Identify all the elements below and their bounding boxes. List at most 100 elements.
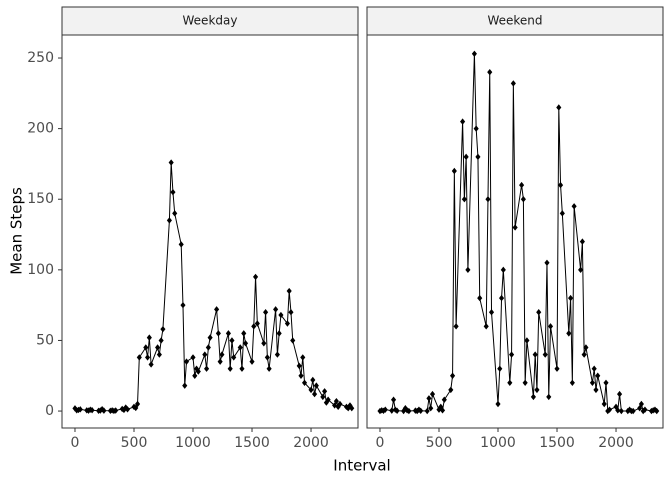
point	[557, 181, 564, 189]
point	[589, 379, 595, 387]
point	[145, 354, 151, 361]
point	[166, 217, 172, 224]
point	[349, 405, 355, 412]
y-tick-label: 150	[27, 191, 54, 207]
point	[556, 104, 562, 111]
point	[146, 334, 152, 341]
point	[219, 351, 225, 358]
point	[581, 351, 587, 358]
point	[231, 354, 237, 361]
point	[601, 400, 607, 408]
strip-label: Weekend	[487, 14, 542, 28]
point	[566, 330, 572, 337]
point	[320, 393, 326, 401]
point	[274, 351, 280, 358]
point	[453, 323, 459, 330]
point	[204, 365, 210, 372]
point	[156, 351, 162, 358]
point	[652, 406, 658, 413]
point	[310, 376, 316, 384]
point	[205, 344, 211, 351]
point	[300, 354, 306, 361]
point	[488, 309, 495, 316]
point	[579, 238, 585, 245]
point	[571, 203, 577, 210]
point	[524, 337, 530, 344]
point	[429, 390, 436, 398]
y-tick-label: 250	[27, 50, 54, 66]
point	[450, 372, 456, 379]
point	[313, 382, 319, 389]
point	[640, 407, 646, 415]
point	[497, 365, 503, 372]
point	[441, 396, 447, 403]
x-tick-label: 2000	[293, 435, 329, 451]
point	[485, 196, 491, 203]
point	[148, 361, 154, 368]
point	[77, 406, 83, 413]
point	[509, 351, 515, 358]
point	[207, 334, 213, 341]
point	[465, 266, 471, 274]
point	[168, 159, 174, 166]
point	[519, 181, 525, 189]
point	[192, 372, 198, 379]
point	[155, 344, 161, 351]
point	[638, 400, 644, 408]
point	[382, 406, 388, 413]
point	[136, 354, 142, 361]
point	[241, 330, 247, 337]
point	[229, 337, 235, 344]
point	[264, 354, 270, 361]
x-tick-label: 0	[376, 435, 385, 451]
point	[101, 407, 107, 414]
point	[568, 294, 574, 302]
point	[308, 386, 314, 394]
x-axis-title: Interval	[333, 457, 390, 475]
point	[252, 273, 259, 281]
point	[593, 386, 599, 394]
point	[214, 306, 220, 313]
point	[160, 325, 166, 333]
point	[547, 323, 554, 330]
point	[312, 390, 318, 398]
point	[416, 406, 422, 413]
point	[225, 330, 231, 337]
point	[296, 362, 302, 370]
point	[512, 224, 518, 231]
point	[625, 407, 631, 415]
point	[426, 395, 432, 402]
point	[254, 320, 260, 327]
x-tick-label: 1000	[480, 435, 516, 451]
strip-label: Weekday	[183, 14, 238, 28]
point	[534, 386, 540, 394]
y-axis-title: Mean Steps	[8, 187, 26, 275]
point	[471, 50, 477, 57]
point	[237, 344, 243, 351]
x-tick-label: 500	[121, 435, 148, 451]
point	[428, 405, 434, 412]
point	[595, 372, 601, 379]
point	[261, 340, 267, 347]
point	[143, 344, 149, 351]
point	[536, 309, 542, 316]
point	[190, 354, 196, 361]
point	[520, 196, 526, 203]
point	[542, 351, 548, 358]
point	[510, 80, 516, 87]
point	[463, 153, 469, 161]
point	[276, 330, 282, 337]
point	[273, 306, 279, 313]
point	[195, 368, 201, 375]
point	[615, 407, 621, 414]
point	[507, 379, 513, 387]
point	[569, 379, 575, 387]
point	[337, 400, 343, 408]
point	[546, 393, 552, 401]
point	[290, 337, 296, 344]
point	[278, 311, 284, 319]
point	[158, 337, 164, 344]
point	[603, 379, 609, 387]
point	[286, 287, 292, 295]
